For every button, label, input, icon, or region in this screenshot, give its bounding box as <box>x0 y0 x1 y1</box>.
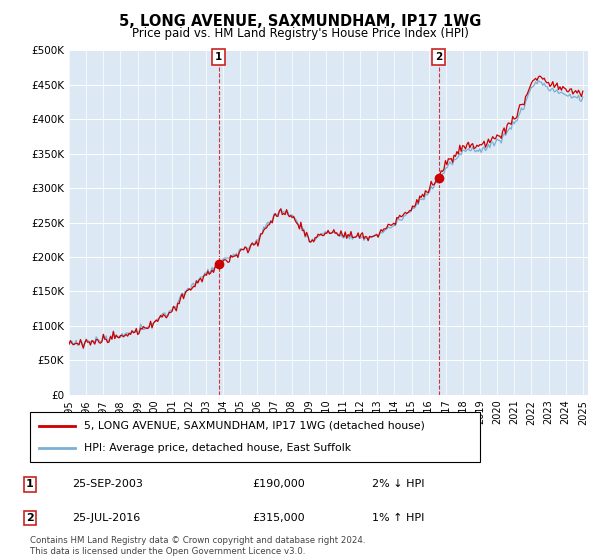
Text: 1: 1 <box>26 479 34 489</box>
Text: 2: 2 <box>435 52 442 62</box>
Text: £190,000: £190,000 <box>252 479 305 489</box>
Text: 25-JUL-2016: 25-JUL-2016 <box>72 513 140 523</box>
Text: 1: 1 <box>215 52 223 62</box>
Text: Price paid vs. HM Land Registry's House Price Index (HPI): Price paid vs. HM Land Registry's House … <box>131 27 469 40</box>
Text: HPI: Average price, detached house, East Suffolk: HPI: Average price, detached house, East… <box>84 443 351 453</box>
Text: 1% ↑ HPI: 1% ↑ HPI <box>372 513 424 523</box>
Text: 2: 2 <box>26 513 34 523</box>
Text: Contains HM Land Registry data © Crown copyright and database right 2024.
This d: Contains HM Land Registry data © Crown c… <box>30 536 365 556</box>
Text: £315,000: £315,000 <box>252 513 305 523</box>
Text: 25-SEP-2003: 25-SEP-2003 <box>72 479 143 489</box>
Text: 2% ↓ HPI: 2% ↓ HPI <box>372 479 425 489</box>
FancyBboxPatch shape <box>30 412 480 462</box>
Text: 5, LONG AVENUE, SAXMUNDHAM, IP17 1WG (detached house): 5, LONG AVENUE, SAXMUNDHAM, IP17 1WG (de… <box>84 421 425 431</box>
Text: 5, LONG AVENUE, SAXMUNDHAM, IP17 1WG: 5, LONG AVENUE, SAXMUNDHAM, IP17 1WG <box>119 14 481 29</box>
